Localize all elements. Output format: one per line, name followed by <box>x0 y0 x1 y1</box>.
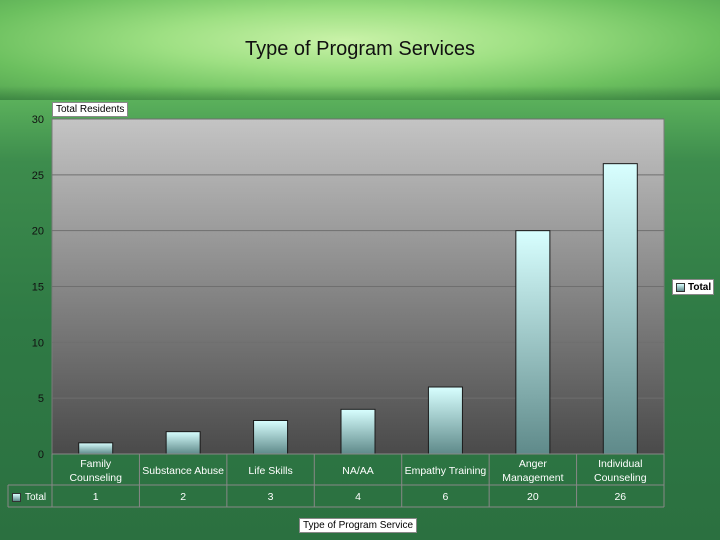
x-tick-label: Substance Abuse <box>142 465 224 477</box>
legend-label: Total <box>688 281 712 293</box>
y-tick-label: 25 <box>32 170 44 182</box>
chart-title: Type of Program Services <box>244 38 476 60</box>
title-banner <box>0 0 720 100</box>
y-tick-label: 5 <box>38 393 44 405</box>
y-tick-label: 10 <box>32 337 44 349</box>
x-tick-label: NA/AA <box>342 465 374 477</box>
y-tick-label: 15 <box>32 282 44 294</box>
x-tick-label: Life Skills <box>248 465 292 477</box>
data-table-key-icon <box>12 493 21 502</box>
data-table-row-label: Total <box>12 492 46 503</box>
bar <box>340 408 376 455</box>
data-table-value: 26 <box>614 491 626 503</box>
bar <box>165 431 201 455</box>
x-tick-label: Family <box>80 458 112 470</box>
x-tick-label: Empathy Training <box>405 465 487 477</box>
y-tick-label: 20 <box>32 226 44 238</box>
legend-key-icon <box>676 282 685 292</box>
x-tick-label: Counseling <box>594 472 647 484</box>
y-tick-label: 30 <box>32 114 44 126</box>
x-tick-label: Management <box>502 472 563 484</box>
bar <box>427 386 463 455</box>
bar <box>515 230 551 455</box>
data-table-value: 20 <box>527 491 539 503</box>
x-tick-label: Counseling <box>69 472 122 484</box>
data-table-value: 6 <box>443 491 449 503</box>
data-table-row-label-text: Total <box>25 492 47 503</box>
x-tick-label: Anger <box>519 458 548 470</box>
x-tick-label: Individual <box>598 458 642 470</box>
y-axis-label: Total Residents <box>52 102 129 117</box>
x-axis-label: Type of Program Service <box>299 518 418 533</box>
bar <box>602 163 638 455</box>
chart-legend: Total <box>672 279 714 295</box>
bar <box>253 420 289 455</box>
bar <box>78 442 114 455</box>
data-table-value: 4 <box>355 491 361 503</box>
y-tick-label: 0 <box>38 449 44 461</box>
data-table-value: 2 <box>180 491 186 503</box>
data-table-value: 3 <box>268 491 274 503</box>
data-table-value: 1 <box>93 491 99 503</box>
